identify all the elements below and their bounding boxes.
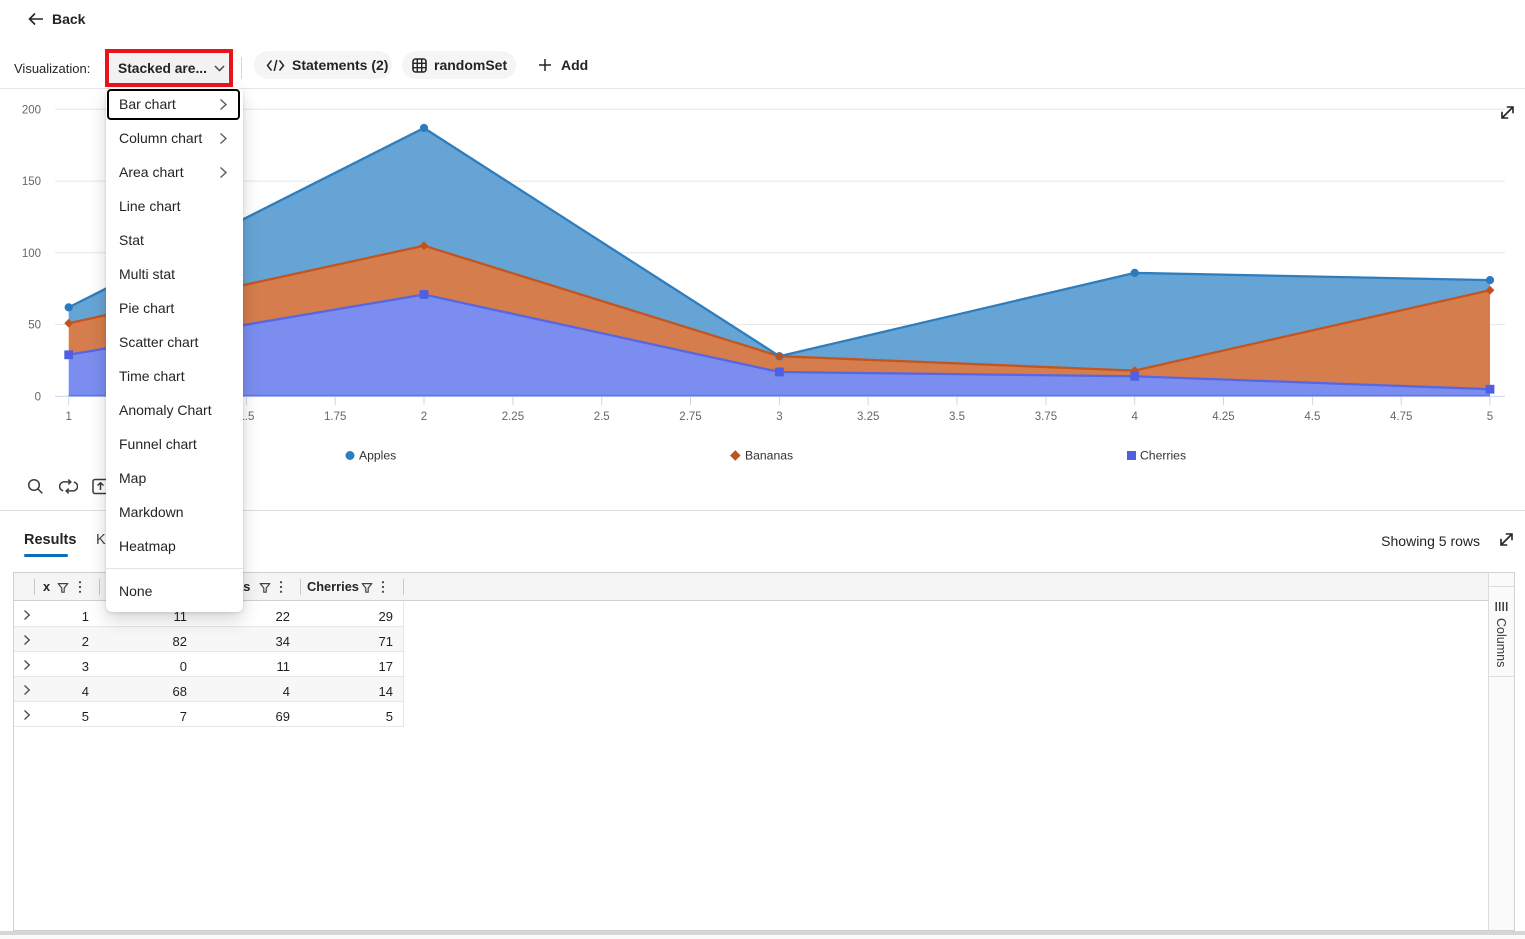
svg-text:4: 4 [1131,411,1138,423]
svg-text:3.25: 3.25 [857,411,879,423]
svg-text:100: 100 [22,248,41,260]
svg-text:150: 150 [22,176,41,188]
svg-text:3.75: 3.75 [1035,411,1057,423]
svg-text:2.5: 2.5 [594,411,610,423]
svg-text:4.75: 4.75 [1390,411,1412,423]
svg-text:2.25: 2.25 [502,411,524,423]
svg-text:Apples: Apples [359,449,396,463]
svg-text:2.75: 2.75 [679,411,701,423]
svg-text:4.25: 4.25 [1212,411,1234,423]
svg-text:Cherries: Cherries [1140,449,1186,463]
svg-text:200: 200 [22,104,41,116]
svg-text:2: 2 [421,411,427,423]
svg-text:Bananas: Bananas [745,449,793,463]
svg-text:4.5: 4.5 [1304,411,1320,423]
svg-text:50: 50 [28,320,41,332]
svg-text:5: 5 [1487,411,1493,423]
svg-text:3: 3 [776,411,782,423]
svg-text:0: 0 [35,391,41,403]
svg-text:3.5: 3.5 [949,411,965,423]
svg-text:1.75: 1.75 [324,411,346,423]
svg-text:1: 1 [65,411,71,423]
